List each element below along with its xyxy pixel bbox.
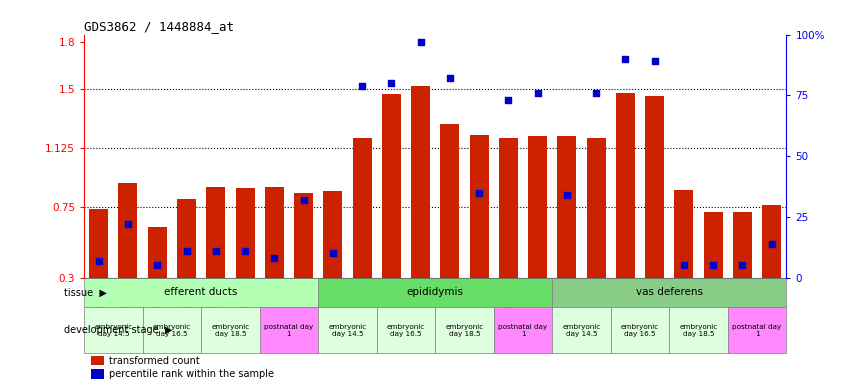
Text: embryonic
day 16.5: embryonic day 16.5 — [153, 324, 191, 337]
Bar — [89, 209, 108, 278]
Text: embryonic
day 16.5: embryonic day 16.5 — [387, 324, 425, 337]
Point — [736, 262, 749, 268]
Bar — [265, 187, 283, 278]
Bar — [206, 187, 225, 278]
Bar — [148, 227, 167, 278]
Bar — [553, 307, 611, 353]
Bar — [382, 94, 401, 278]
Point — [384, 80, 398, 86]
Bar — [674, 190, 694, 278]
Point — [501, 97, 515, 103]
Bar — [377, 307, 436, 353]
Text: percentile rank within the sample: percentile rank within the sample — [108, 369, 273, 379]
Bar — [499, 138, 518, 278]
Point — [473, 189, 486, 195]
Point — [414, 39, 427, 45]
Point — [531, 90, 544, 96]
Bar — [352, 138, 372, 278]
Bar — [177, 199, 196, 278]
Bar — [143, 307, 201, 353]
Bar — [323, 191, 342, 278]
Text: development stage  ▶: development stage ▶ — [64, 325, 172, 335]
Text: embryonic
day 18.5: embryonic day 18.5 — [211, 324, 250, 337]
Bar — [84, 278, 318, 307]
Point — [121, 221, 135, 227]
Text: postnatal day
1: postnatal day 1 — [733, 324, 781, 337]
Bar — [119, 184, 137, 278]
Bar — [669, 307, 727, 353]
Bar — [616, 93, 635, 278]
Bar — [528, 136, 547, 278]
Bar — [294, 193, 313, 278]
Text: postnatal day
1: postnatal day 1 — [264, 324, 314, 337]
Bar — [91, 356, 103, 365]
Point — [590, 90, 603, 96]
Point — [706, 262, 720, 268]
Text: vas deferens: vas deferens — [636, 287, 703, 298]
Text: GDS3862 / 1448884_at: GDS3862 / 1448884_at — [84, 20, 234, 33]
Point — [297, 197, 310, 203]
Point — [180, 248, 193, 254]
Bar — [411, 86, 430, 278]
Bar — [235, 188, 255, 278]
Bar — [318, 307, 377, 353]
Bar — [469, 135, 489, 278]
Bar — [733, 212, 752, 278]
Point — [92, 258, 105, 264]
Bar — [762, 205, 781, 278]
Text: transformed count: transformed count — [108, 356, 199, 366]
Bar — [727, 307, 786, 353]
Point — [443, 75, 457, 81]
Point — [765, 240, 779, 247]
Bar — [441, 124, 459, 278]
Bar — [91, 369, 103, 379]
Bar — [84, 307, 143, 353]
Text: efferent ducts: efferent ducts — [165, 287, 238, 298]
Point — [560, 192, 574, 198]
Bar — [558, 136, 576, 278]
Bar — [494, 307, 553, 353]
Bar — [318, 278, 553, 307]
Bar — [645, 96, 664, 278]
Text: embryonic
day 18.5: embryonic day 18.5 — [680, 324, 717, 337]
Text: epididymis: epididymis — [407, 287, 463, 298]
Point — [648, 58, 661, 65]
Text: postnatal day
1: postnatal day 1 — [499, 324, 547, 337]
Point — [326, 250, 340, 257]
Text: embryonic
day 14.5: embryonic day 14.5 — [563, 324, 600, 337]
Text: embryonic
day 14.5: embryonic day 14.5 — [328, 324, 367, 337]
Point — [677, 262, 690, 268]
Point — [619, 56, 632, 62]
Bar — [436, 307, 494, 353]
Bar — [201, 307, 260, 353]
Bar — [611, 307, 669, 353]
Point — [209, 248, 223, 254]
Point — [151, 262, 164, 268]
Point — [267, 255, 281, 261]
Point — [238, 248, 251, 254]
Text: embryonic
day 14.5: embryonic day 14.5 — [94, 324, 133, 337]
Text: embryonic
day 18.5: embryonic day 18.5 — [446, 324, 484, 337]
Bar — [260, 307, 318, 353]
Point — [356, 83, 369, 89]
Text: tissue  ▶: tissue ▶ — [64, 287, 107, 298]
Text: embryonic
day 16.5: embryonic day 16.5 — [621, 324, 659, 337]
Bar — [704, 212, 722, 278]
Bar — [587, 138, 606, 278]
Bar — [553, 278, 786, 307]
